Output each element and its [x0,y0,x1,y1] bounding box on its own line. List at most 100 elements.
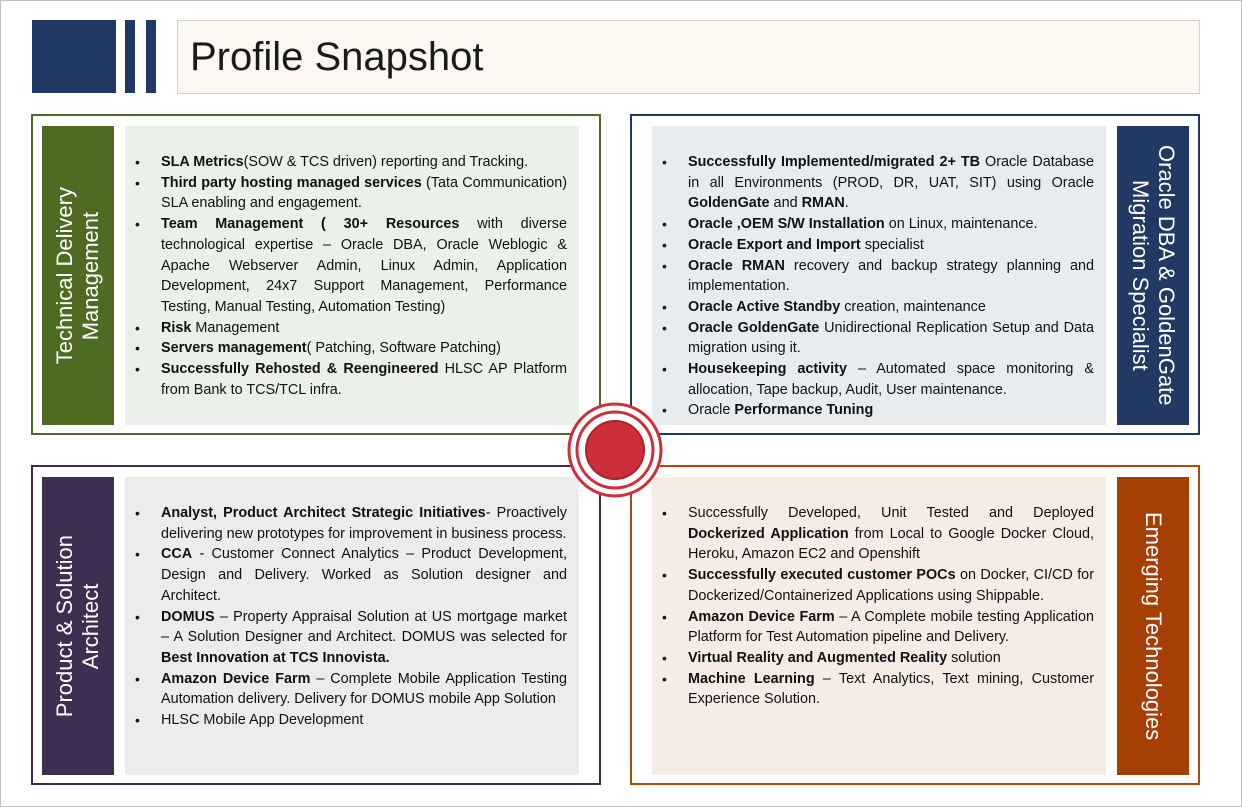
quadrant-label-box: Technical Delivery Management [42,126,114,425]
item-emphasis: Oracle RMAN [688,257,785,274]
list-item: Oracle RMAN recovery and backup strategy… [662,256,1095,297]
item-text: solution [947,649,1001,666]
list-item: Team Management ( 30+ Resources with div… [135,214,567,318]
item-text: – Text Analytics, Text mining, Customer … [688,670,1094,708]
item-text: – Automated space monitoring & allocatio… [688,361,1094,398]
item-emphasis: Third party hosting managed services [161,174,422,191]
item-text: and [769,195,802,212]
quadrant-label-box: Product & Solution Architect [42,477,114,775]
quadrant-content: Successfully Developed, Unit Tested and … [652,477,1106,775]
list-item: Servers management( Patching, Software P… [135,338,567,359]
header-accent-bar [146,20,156,93]
item-emphasis: Machine Learning [688,670,815,687]
title-box: Profile Snapshot [177,20,1200,94]
item-text: - Proactively delivering new prototypes … [161,505,567,542]
quadrant-oracle-dba: Successfully Implemented/migrated 2+ TB … [630,114,1200,435]
quadrant-label: Oracle DBA & GoldenGate Migration Specia… [1128,145,1179,406]
quadrant-content: Successfully Implemented/migrated 2+ TB … [652,126,1106,425]
item-emphasis: Amazon Device Farm [161,670,311,687]
quadrant-label: Emerging Technologies [1141,511,1166,741]
list-item: Successfully Rehosted & Reengineered HLS… [135,359,567,400]
item-text: – Complete Mobile Application Testing Au… [161,670,567,708]
item-text: on Linux, maintenance. [884,216,1038,233]
item-emphasis: Best Innovation at TCS Innovista. [161,649,390,666]
item-emphasis: SLA Metrics [161,154,244,170]
item-text: Successfully Developed, Unit Tested and … [688,505,1094,521]
item-text: from Local to Google Docker Cloud, Herok… [688,525,1094,563]
list-item: Machine Learning – Text Analytics, Text … [662,669,1094,710]
item-emphasis: Analyst, Product Architect Strategic Ini… [161,505,486,521]
item-emphasis: Dockerized Application [688,525,849,542]
item-emphasis: Performance Tuning [734,402,874,419]
list-item: CCA - Customer Connect Analytics – Produ… [135,544,567,606]
list-item: SLA Metrics(SOW & TCS driven) reporting … [135,152,567,173]
item-emphasis: Successfully Implemented/migrated 2+ TB [688,154,981,170]
item-text: (Tata Communication) SLA enabling and en… [161,174,567,212]
item-text: HLSC AP Platform from Bank to TCS/TCL in… [161,361,567,398]
list-item: Amazon Device Farm – Complete Mobile App… [135,669,567,710]
item-emphasis: Amazon Device Farm [688,608,835,625]
bullet-list: Analyst, Product Architect Strategic Ini… [135,503,567,731]
item-emphasis: Virtual Reality and Augmented Reality [688,649,948,666]
item-text: with diverse technological expertise – O… [161,216,567,315]
item-emphasis: Successfully Rehosted & Reengineered [161,361,439,378]
header-accent-block [32,20,116,93]
quadrant-label: Technical Delivery Management [52,186,103,365]
item-text: ( Patching, Software Patching) [306,340,501,357]
item-text: creation, maintenance [840,298,986,315]
list-item: DOMUS – Property Appraisal Solution at U… [135,607,567,669]
list-item: Oracle Performance Tuning [662,400,1094,421]
item-emphasis: Servers management [161,340,307,357]
item-emphasis: Oracle Active Standby [688,298,841,315]
page-title: Profile Snapshot [190,34,484,79]
item-emphasis: Oracle Export and Import [688,236,861,253]
list-item: Analyst, Product Architect Strategic Ini… [135,503,567,544]
list-item: HLSC Mobile App Development [135,710,567,731]
list-item: Oracle ,OEM S/W Installation on Linux, m… [662,214,1094,235]
item-text: (SOW & TCS driven) reporting and Trackin… [243,154,529,170]
target-icon [567,402,663,498]
item-text: – Property Appraisal Solution at US mort… [161,608,567,646]
item-emphasis: GoldenGate [688,195,770,212]
item-emphasis: Housekeeping activity [688,361,847,378]
quadrant-content: Analyst, Product Architect Strategic Ini… [125,477,579,775]
quadrant-technical-delivery: Technical Delivery Management SLA Metric… [31,114,601,435]
item-text: - Customer Connect Analytics – Product D… [161,546,567,604]
item-emphasis: Team Management ( 30+ Resources [161,216,460,233]
header-accent-bar [125,20,135,93]
item-text: recovery and backup strategy planning an… [688,257,1095,295]
list-item: Successfully Implemented/migrated 2+ TB … [662,152,1095,214]
item-emphasis: Oracle ,OEM S/W Installation [688,216,885,233]
item-text: . [844,195,849,212]
list-item: Virtual Reality and Augmented Reality so… [662,648,1094,669]
quadrant-content: SLA Metrics(SOW & TCS driven) reporting … [125,126,579,425]
quadrant-label: Product & Solution Architect [52,534,103,718]
item-text: specialist [860,236,924,253]
list-item: Successfully Developed, Unit Tested and … [662,503,1094,565]
bullet-list: SLA Metrics(SOW & TCS driven) reporting … [135,152,567,400]
quadrant-product-solution: Product & Solution Architect Analyst, Pr… [31,465,601,785]
item-text: Oracle Database in all Environments (PRO… [688,154,1095,191]
item-emphasis: RMAN [801,195,845,212]
list-item: Third party hosting managed services (Ta… [135,173,567,214]
item-text: – A Complete mobile testing Application … [688,608,1094,646]
item-emphasis: CCA [161,546,193,563]
item-text: on Docker, CI/CD for Dockerized/Containe… [688,567,1094,604]
list-item: Risk Management [135,318,567,339]
list-item: Housekeeping activity – Automated space … [662,359,1094,400]
item-emphasis: DOMUS [161,608,215,625]
bullet-list: Successfully Implemented/migrated 2+ TB … [662,152,1094,421]
item-emphasis: Oracle GoldenGate [688,319,820,336]
item-text: HLSC Mobile App Development [161,712,364,729]
item-text: Unidirectional Replication Setup and Dat… [688,319,1094,357]
list-item: Successfully executed customer POCs on D… [662,565,1094,606]
item-emphasis: Successfully executed customer POCs [688,567,956,584]
item-text: Management [191,319,280,336]
bullet-list: Successfully Developed, Unit Tested and … [662,503,1094,710]
list-item: Amazon Device Farm – A Complete mobile t… [662,607,1094,648]
quadrant-emerging-tech: Successfully Developed, Unit Tested and … [630,465,1200,785]
list-item: Oracle Export and Import specialist [662,235,1094,256]
list-item: Oracle GoldenGate Unidirectional Replica… [662,318,1094,359]
quadrant-label-box: Oracle DBA & GoldenGate Migration Specia… [1117,126,1189,425]
quadrant-label-box: Emerging Technologies [1117,477,1189,775]
